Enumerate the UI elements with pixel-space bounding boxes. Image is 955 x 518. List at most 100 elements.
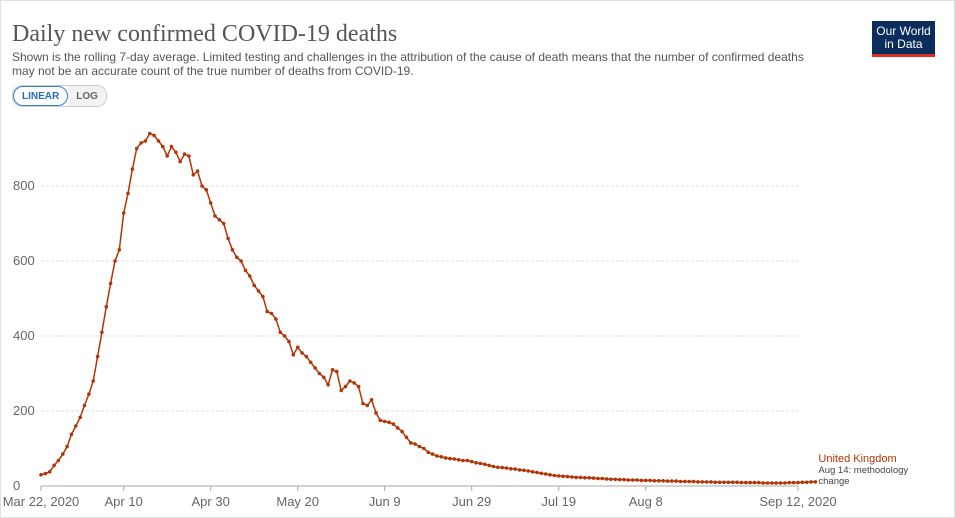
data-point (761, 481, 765, 485)
data-point (56, 458, 61, 463)
data-point (783, 481, 787, 485)
data-point (722, 480, 726, 485)
data-point (796, 480, 800, 485)
data-point (596, 476, 600, 481)
data-point (670, 479, 674, 483)
data-point (752, 480, 757, 485)
data-point (522, 468, 526, 473)
data-point (500, 465, 505, 470)
linear-scale-button[interactable]: LINEAR (13, 86, 69, 106)
data-point (517, 468, 522, 472)
data-point (174, 150, 178, 155)
log-scale-button[interactable]: LOG (68, 86, 106, 106)
y-axis-ticks: 0 200 400 600 800 (13, 178, 35, 493)
logo-line-2: in Data (884, 37, 923, 51)
data-point (230, 248, 235, 252)
y-tick-label-200: 200 (13, 403, 35, 418)
chart-title: Daily new confirmed COVID-19 deaths (12, 21, 398, 47)
data-point (539, 471, 544, 476)
data-point (474, 461, 478, 465)
data-point (282, 334, 287, 338)
data-point (496, 465, 500, 470)
data-point (556, 474, 561, 478)
data-point (757, 480, 761, 485)
x-tick-label-7: Aug 8 (629, 494, 663, 509)
data-point (126, 191, 130, 196)
data-point (622, 477, 626, 482)
data-point (509, 467, 513, 471)
data-point (578, 475, 583, 480)
data-point (591, 476, 596, 480)
data-point (217, 218, 222, 222)
data-point (730, 480, 735, 485)
data-point (443, 456, 448, 460)
data-point (339, 388, 344, 393)
data-point (348, 379, 352, 383)
x-tick-label-8: Sep 12, 2020 (759, 494, 836, 509)
data-point (561, 474, 565, 479)
data-point (422, 446, 426, 451)
series-annotation-line-1: Aug 14: methodology (818, 465, 908, 476)
data-point (726, 480, 731, 485)
data-point (704, 480, 709, 484)
data-point (130, 167, 135, 171)
data-point (108, 281, 113, 286)
data-point (691, 479, 696, 484)
gridlines (41, 185, 798, 487)
data-point (308, 360, 313, 365)
data-point (291, 353, 296, 357)
data-point (609, 477, 613, 482)
data-point (335, 369, 339, 374)
data-point (791, 480, 796, 485)
data-point (143, 139, 148, 143)
data-point (635, 478, 639, 482)
data-point (269, 311, 274, 316)
data-point (809, 480, 813, 484)
data-point (165, 154, 169, 158)
data-point (39, 473, 43, 477)
data-point (765, 481, 770, 485)
data-point (439, 455, 444, 459)
data-point (709, 480, 713, 484)
data-point (156, 139, 161, 143)
data-point (713, 480, 718, 485)
data-point (226, 236, 230, 241)
data-point (187, 154, 191, 158)
data-point (435, 454, 439, 458)
data-point (278, 330, 283, 335)
data-point (74, 424, 78, 428)
data-point (461, 458, 465, 463)
data-point (735, 480, 739, 485)
data-point (456, 458, 461, 462)
data-point (626, 478, 631, 482)
data-point (504, 466, 509, 470)
data-point (587, 476, 591, 480)
data-point (104, 305, 109, 309)
data-point (448, 456, 452, 461)
data-point (265, 309, 270, 314)
data-point (770, 481, 774, 485)
data-point (778, 481, 783, 485)
data-point (739, 480, 744, 485)
data-point (426, 450, 431, 455)
y-tick-label-600: 600 (13, 253, 35, 268)
y-tick-label-0: 0 (13, 478, 20, 493)
data-point (243, 268, 248, 273)
data-point (304, 354, 309, 359)
data-point (804, 480, 809, 485)
data-point (139, 141, 143, 145)
data-point (491, 464, 496, 469)
data-point (700, 480, 705, 484)
our-world-in-data-logo[interactable]: Our World in Data (872, 21, 935, 57)
data-point (374, 411, 378, 415)
data-point (152, 133, 156, 138)
data-point (452, 457, 457, 461)
data-point (478, 461, 483, 466)
data-point (256, 289, 261, 293)
x-tick-label-2: Apr 30 (192, 494, 230, 509)
data-point (195, 169, 200, 173)
data-point (543, 472, 548, 476)
x-tick-label-0: Mar 22, 2020 (3, 494, 80, 509)
data-point (813, 480, 818, 484)
data-point (674, 479, 678, 483)
